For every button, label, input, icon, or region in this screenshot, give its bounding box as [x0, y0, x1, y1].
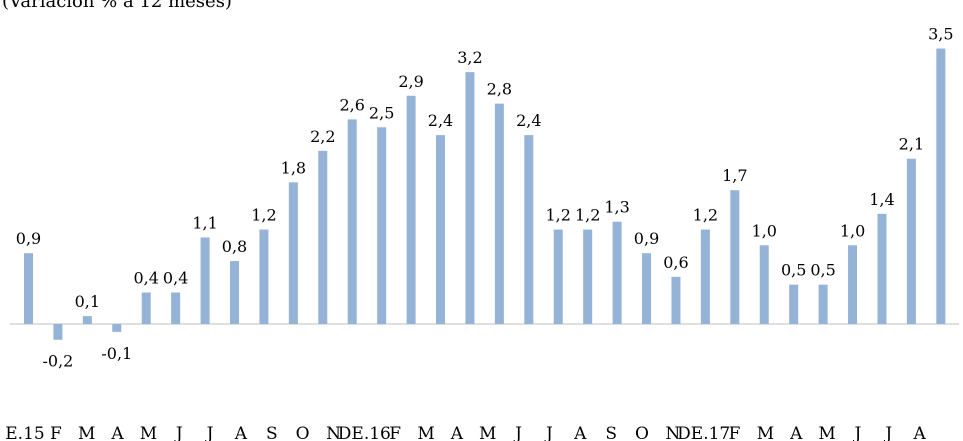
bar — [759, 245, 769, 324]
x-tick-label: M — [417, 424, 434, 441]
bar — [700, 229, 710, 324]
x-tick-label: J — [174, 424, 183, 441]
data-label: 1,3 — [604, 198, 629, 217]
bar — [583, 229, 593, 324]
x-tick-label: F — [389, 424, 401, 441]
data-label: 1,7 — [722, 166, 747, 185]
bar — [377, 127, 387, 324]
x-tick-label: A — [573, 424, 587, 441]
data-label: 2,4 — [516, 111, 541, 130]
data-label: 0,5 — [810, 261, 835, 280]
bar — [171, 292, 181, 324]
data-label: -0,1 — [101, 344, 132, 363]
bar — [553, 229, 563, 324]
data-label: 0,8 — [222, 237, 247, 256]
x-tick-label: A — [913, 424, 927, 441]
bar — [789, 284, 799, 324]
x-tick-label: A — [450, 424, 464, 441]
data-label: 2,4 — [428, 111, 453, 130]
x-tick-label: M — [140, 424, 157, 441]
x-tick-label: F — [50, 424, 62, 441]
data-label: 2,1 — [899, 135, 924, 154]
data-label: 1,2 — [546, 206, 571, 225]
bar — [82, 316, 92, 324]
x-tick-label: J — [883, 424, 892, 441]
data-label: 0,9 — [634, 229, 659, 248]
data-label: 0,6 — [663, 253, 688, 272]
bar — [612, 221, 622, 324]
data-label: 1,2 — [251, 206, 276, 225]
x-tick-label: N — [326, 424, 341, 441]
data-label: 0,4 — [133, 269, 158, 288]
data-label: 2,6 — [340, 95, 365, 114]
bar — [288, 182, 298, 324]
data-label: 2,5 — [369, 103, 394, 122]
x-tick-label: F — [729, 424, 741, 441]
x-tick-label: J — [205, 424, 214, 441]
data-label: 2,8 — [487, 80, 512, 99]
bar — [200, 237, 210, 324]
data-label: 1,0 — [752, 221, 777, 240]
data-label: 0,1 — [75, 292, 100, 311]
bar — [259, 229, 269, 324]
x-tick-label: A — [789, 424, 803, 441]
bar — [347, 119, 357, 324]
x-tick-label: S — [266, 424, 278, 441]
x-tick-label: DE.17 — [677, 424, 730, 441]
bar — [53, 324, 63, 340]
bar — [877, 213, 887, 324]
data-label: 0,5 — [781, 261, 806, 280]
data-label: 3,5 — [928, 25, 953, 44]
bar — [494, 103, 504, 324]
data-label: 3,2 — [457, 48, 482, 67]
data-label: 1,8 — [281, 158, 306, 177]
x-tick-label: J — [853, 424, 862, 441]
bar — [230, 261, 240, 324]
x-tick-label: M — [479, 424, 496, 441]
x-tick-label: M — [78, 424, 95, 441]
x-tick-label: S — [605, 424, 617, 441]
data-label: 1,2 — [693, 206, 718, 225]
bar — [112, 324, 122, 332]
bar — [906, 158, 916, 324]
x-tick-label: O — [296, 424, 310, 441]
x-tick-label: J — [513, 424, 522, 441]
x-tick-label: DE.16 — [338, 424, 391, 441]
x-tick-label: A — [234, 424, 248, 441]
bar — [671, 276, 681, 324]
x-tick-label: N — [665, 424, 680, 441]
x-tick-label: O — [635, 424, 649, 441]
x-tick-label: E.15 — [5, 424, 44, 441]
data-label: -0,2 — [43, 352, 74, 371]
bar — [24, 253, 33, 324]
bar — [524, 135, 534, 324]
data-label: 0,4 — [163, 269, 188, 288]
bar — [318, 150, 328, 324]
chart-subtitle: (Variación % a 12 meses) — [2, 0, 232, 12]
data-label: 2,2 — [310, 127, 335, 146]
x-tick-label: A — [110, 424, 124, 441]
bar — [465, 72, 475, 324]
bar — [436, 135, 446, 324]
bar — [406, 95, 416, 325]
data-label: 0,9 — [16, 229, 41, 248]
data-label: 1,4 — [869, 190, 894, 209]
bar — [936, 48, 946, 325]
bar — [642, 253, 652, 324]
x-tick-label: J — [544, 424, 553, 441]
data-label: 1,2 — [575, 206, 600, 225]
x-tick-label: M — [818, 424, 835, 441]
bar — [818, 284, 828, 324]
data-label: 1,1 — [192, 213, 217, 232]
x-tick-label: M — [757, 424, 774, 441]
data-label: 1,0 — [840, 221, 865, 240]
bar — [141, 292, 151, 324]
data-label: 2,9 — [398, 72, 423, 91]
bar — [730, 190, 740, 324]
bar — [848, 245, 858, 324]
